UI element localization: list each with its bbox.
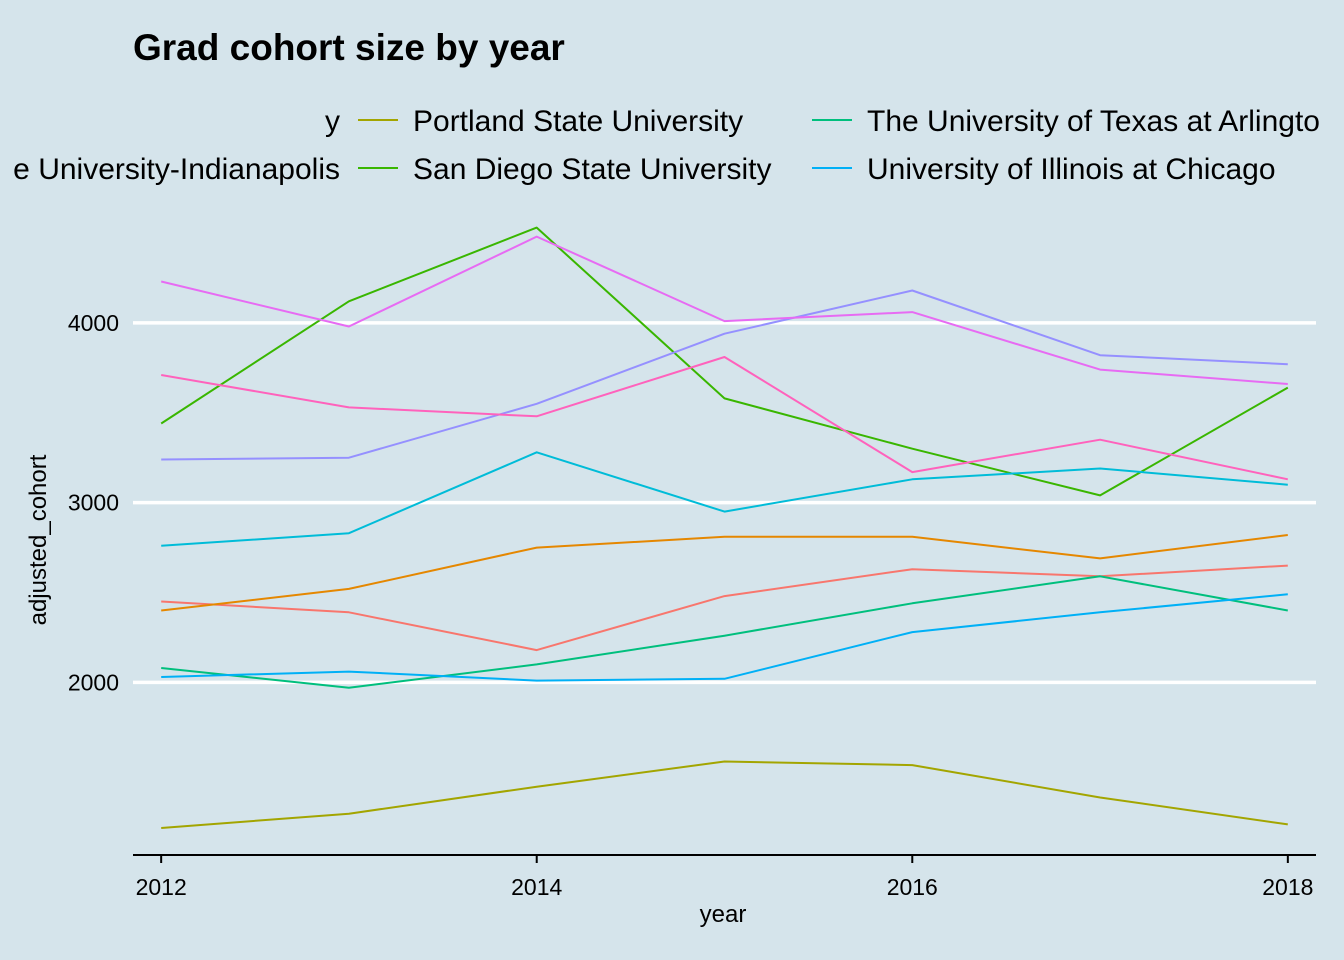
series-line-3 [161, 760, 1288, 829]
legend-label-1: y [325, 105, 340, 138]
x-tick-label: 2014 [511, 874, 562, 900]
series-line-1 [161, 564, 1288, 652]
y-tick-label: 3000 [68, 490, 119, 516]
legend-label-2: e University-Indianapolis [13, 153, 340, 186]
x-tick-label: 2018 [1262, 874, 1313, 900]
series-line-9 [160, 235, 1288, 385]
legend-label-3: Portland State University [413, 105, 743, 138]
x-tick-label: 2016 [887, 874, 938, 900]
chart-title: Grad cohort size by year [133, 27, 565, 68]
series-line-7 [161, 593, 1288, 682]
y-tick-label: 4000 [68, 310, 119, 336]
gridlines [133, 321, 1316, 685]
series-line-10 [161, 356, 1289, 481]
y-axis-ticks: 2000 3000 4000 [68, 310, 119, 696]
series-line-4 [160, 226, 1289, 497]
series-line-6 [161, 451, 1288, 547]
y-tick-label: 2000 [68, 669, 119, 695]
x-axis-ticks: 2012 2014 2016 2018 [136, 855, 1313, 900]
x-axis-title: year [700, 901, 747, 928]
legend-label-5: The University of Texas at Arlingto [867, 105, 1320, 138]
x-tick-label: 2012 [136, 874, 187, 900]
series-line-5 [161, 575, 1288, 689]
legend: y e University-Indianapolis Portland State… [13, 105, 1320, 186]
y-axis-title: adjusted_cohort [25, 454, 52, 625]
series-line-2 [161, 534, 1288, 612]
legend-label-6: University of Illinois at Chicago [867, 153, 1276, 186]
legend-label-4: San Diego State University [413, 153, 772, 186]
series-line-8 [161, 289, 1288, 461]
series-layer [160, 226, 1289, 829]
